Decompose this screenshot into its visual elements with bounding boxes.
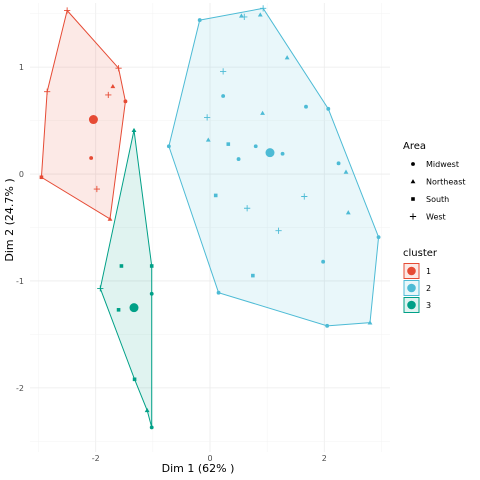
data-point [197,18,202,23]
data-point [132,377,137,382]
area-legend-label: South [426,195,449,204]
data-point [166,144,171,149]
data-point [213,193,218,198]
cluster-legend-dot [407,283,416,293]
data-point [110,83,116,89]
data-point [44,88,51,95]
data-point [336,161,341,166]
cluster-legend-label: 3 [426,301,431,310]
data-point [343,169,349,174]
area-legend-key [411,162,415,166]
x-tick-label: 2 [322,454,327,463]
data-point [244,205,251,212]
y-tick-label: -2 [16,384,24,393]
cluster-legend-label: 2 [426,284,431,293]
area-legend-title: Area [403,141,426,152]
area-legend-key [411,197,415,201]
area-legend: Area Midwest Northeast South West [403,141,466,222]
axis-ticks: -2 0 2 -2 -1 0 1 [16,63,327,463]
grid-lines [30,3,390,452]
cluster-legend-dot [407,300,416,310]
data-point [236,157,241,162]
data-point [144,407,150,413]
data-point [116,308,121,312]
data-point [39,175,44,180]
cluster-legend-title: cluster [403,248,438,259]
data-point [367,320,373,325]
data-point [105,91,112,99]
data-points [39,5,381,430]
y-tick-label: -1 [16,277,24,286]
x-tick-label: 0 [207,454,212,463]
cluster-legend-label: 1 [426,267,431,276]
data-point [241,13,248,21]
data-point [257,12,263,17]
data-point [301,193,308,200]
area-legend-key [409,213,417,220]
x-axis-label: Dim 1 (62% ) [162,462,235,475]
data-point [220,68,227,75]
cluster-2-centroid [265,148,275,158]
data-point [123,99,128,104]
data-point [326,106,331,111]
area-legend-label: Northeast [426,178,466,187]
data-point [251,273,255,278]
x-tick-label: -2 [92,454,100,463]
cluster-legend: cluster 1 2 3 [403,248,438,313]
data-point [115,65,122,72]
y-axis-label: Dim 2 (24.7% ) [3,178,16,261]
cluster-3-centroid [129,303,139,313]
data-point [284,55,290,60]
cluster-1-hull [40,9,126,220]
data-point [345,210,351,215]
data-point [93,185,100,193]
data-point [275,227,282,234]
area-legend-label: Midwest [426,160,459,169]
data-point [149,264,154,268]
data-point [216,290,221,295]
data-point [107,216,113,221]
cluster-legend-dot [407,266,416,276]
data-point [205,137,211,142]
cluster-1-centroid [88,115,98,125]
data-point [64,7,71,14]
cluster-2-hull [168,7,380,327]
data-point [221,94,226,98]
data-point [376,235,381,240]
area-legend-label: West [426,213,446,222]
data-point [149,291,154,296]
y-tick-label: 1 [19,63,24,72]
data-point [260,110,265,115]
y-tick-label: 0 [19,170,24,179]
area-legend-key [410,179,416,184]
data-point [149,425,154,430]
data-point [260,5,267,12]
data-point [226,142,231,146]
data-point [97,285,104,292]
data-point [321,259,326,264]
data-point [280,151,285,156]
data-point [325,323,330,328]
data-point [131,127,137,133]
data-point [89,156,94,160]
data-point [204,114,211,121]
data-point [304,104,308,109]
data-point [119,264,124,268]
data-point [253,144,258,149]
